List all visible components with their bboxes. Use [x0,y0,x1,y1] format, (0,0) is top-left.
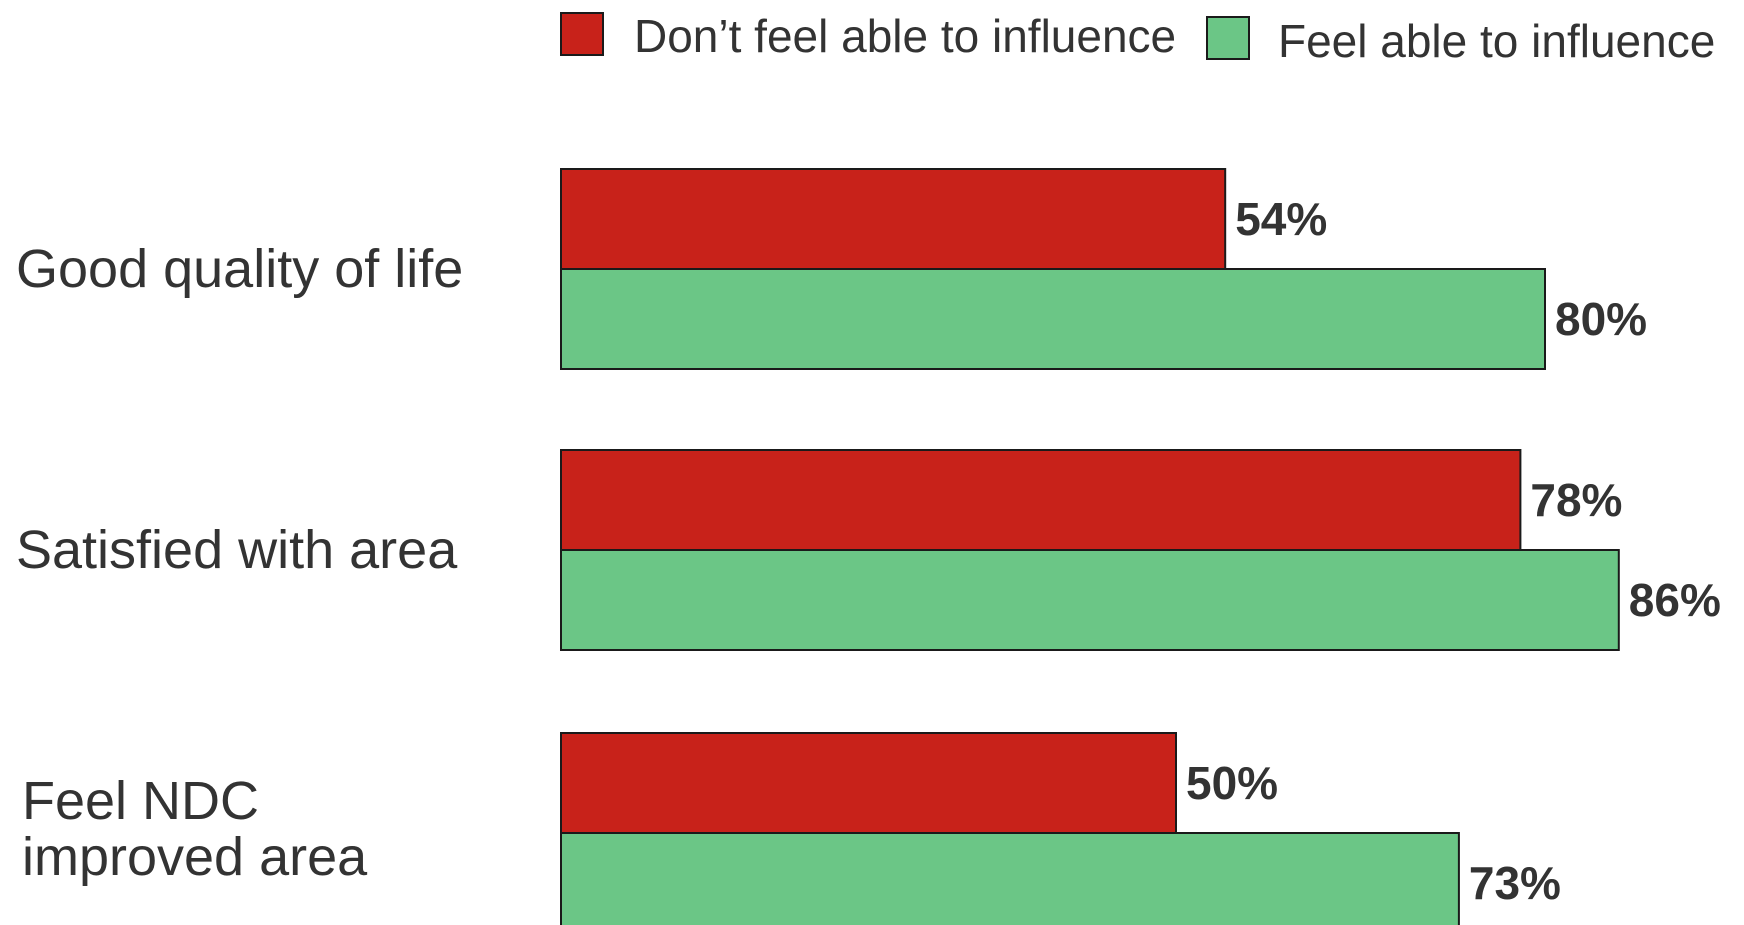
category-label: Satisfied with area [16,520,458,580]
category-label-line: Good quality of life [16,239,463,299]
category-label-line: Feel NDC [22,771,259,831]
legend-swatch-feel-able [1206,16,1250,60]
data-label: 54% [1235,193,1327,245]
category-label: Good quality of life [16,239,463,299]
bar-dont-feel-able [560,732,1177,834]
category-label-line: improved area [22,827,368,887]
category-label-line: Satisfied with area [16,520,458,580]
legend: Don’t feel able to influence Feel able t… [560,10,1715,67]
bar-feel-able [560,268,1546,370]
legend-label-dont-feel-able: Don’t feel able to influence [634,10,1176,62]
data-label: 50% [1186,757,1278,809]
legend-swatch-dont-feel-able [560,12,604,56]
data-label: 78% [1530,474,1622,526]
bar-feel-able [560,832,1460,925]
bar-dont-feel-able [560,449,1522,551]
bar-feel-able [560,549,1620,651]
category-label: Feel NDC improved area [22,771,368,887]
data-label: 80% [1555,293,1647,345]
data-label: 86% [1629,574,1721,626]
bar-dont-feel-able [560,168,1227,270]
plot-area: Good quality of life 54% 80% Satisfied with… [16,168,1721,925]
data-label: 73% [1469,857,1561,909]
legend-label-feel-able: Feel able to influence [1278,15,1715,67]
